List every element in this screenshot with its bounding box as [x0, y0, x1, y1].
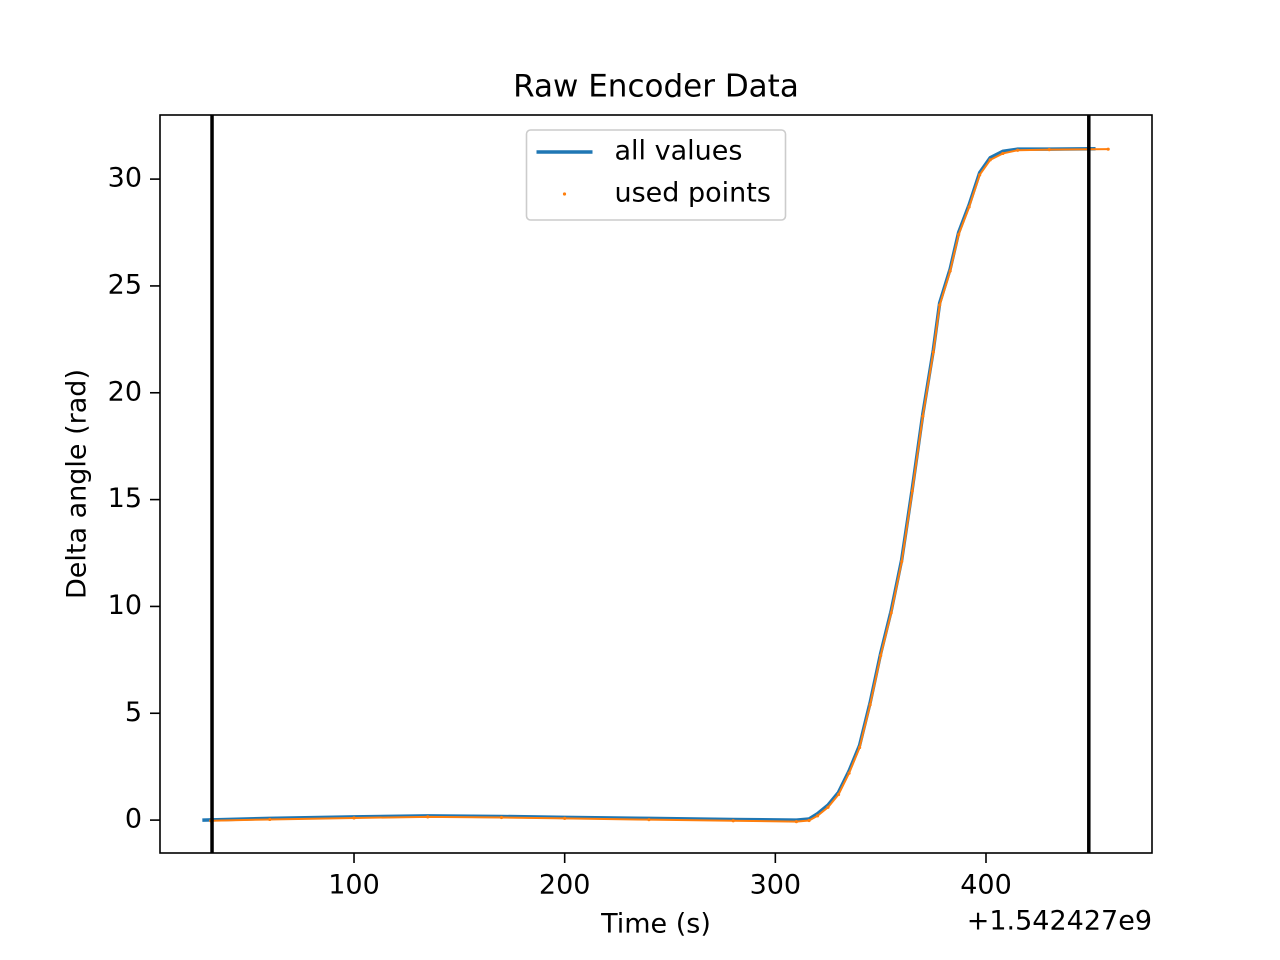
data-point: [988, 158, 992, 162]
data-point: [1001, 151, 1005, 156]
x-axis-label: Time (s): [600, 909, 711, 940]
data-point: [794, 819, 799, 824]
data-point: [1106, 147, 1110, 151]
x-tick-label: 200: [539, 870, 591, 901]
point-trace: [210, 148, 1109, 823]
y-tick-label: 20: [108, 376, 142, 407]
y-tick-label: 5: [125, 697, 142, 728]
data-point: [910, 489, 914, 493]
data-point: [938, 303, 942, 307]
data-point: [352, 816, 356, 820]
y-tick-label: 25: [108, 269, 142, 300]
y-tick-label: 30: [108, 163, 142, 194]
data-point: [807, 818, 811, 823]
data-point: [563, 816, 567, 820]
data-point: [847, 771, 851, 775]
data-point: [836, 792, 841, 797]
data-point: [647, 818, 651, 822]
x-tick-label: 100: [328, 870, 380, 901]
data-point: [889, 611, 893, 615]
x-tick-label: 300: [750, 870, 802, 901]
chart-title: Raw Encoder Data: [513, 69, 799, 105]
data-point: [978, 173, 982, 177]
data-point: [815, 814, 820, 818]
legend-swatch: [562, 192, 567, 196]
legend-label: used points: [615, 178, 771, 209]
data-point: [1047, 148, 1051, 152]
x-tick-label: 400: [960, 870, 1012, 901]
plot-frame: [159, 114, 1153, 854]
data-point: [426, 815, 430, 819]
data-point: [879, 653, 883, 658]
data-line: [202, 147, 1096, 822]
data-point: [731, 819, 735, 823]
legend-label: all values: [615, 136, 743, 167]
data-point: [967, 205, 971, 209]
x-offset-label: +1.542427e9: [967, 906, 1152, 937]
data-point: [957, 233, 961, 237]
data-point: [1015, 148, 1020, 152]
data-point: [268, 817, 272, 822]
y-axis-label: Delta angle (rad): [62, 369, 93, 599]
data-point: [826, 805, 830, 809]
data-point: [900, 559, 904, 564]
data-point: [858, 745, 862, 750]
data-point: [499, 815, 504, 820]
data-point: [931, 350, 935, 354]
y-tick-label: 0: [125, 804, 142, 835]
y-tick-label: 15: [108, 483, 142, 514]
y-tick-label: 10: [108, 590, 142, 621]
data-point: [921, 414, 925, 418]
data-point: [948, 269, 952, 273]
data-point: [868, 703, 872, 707]
